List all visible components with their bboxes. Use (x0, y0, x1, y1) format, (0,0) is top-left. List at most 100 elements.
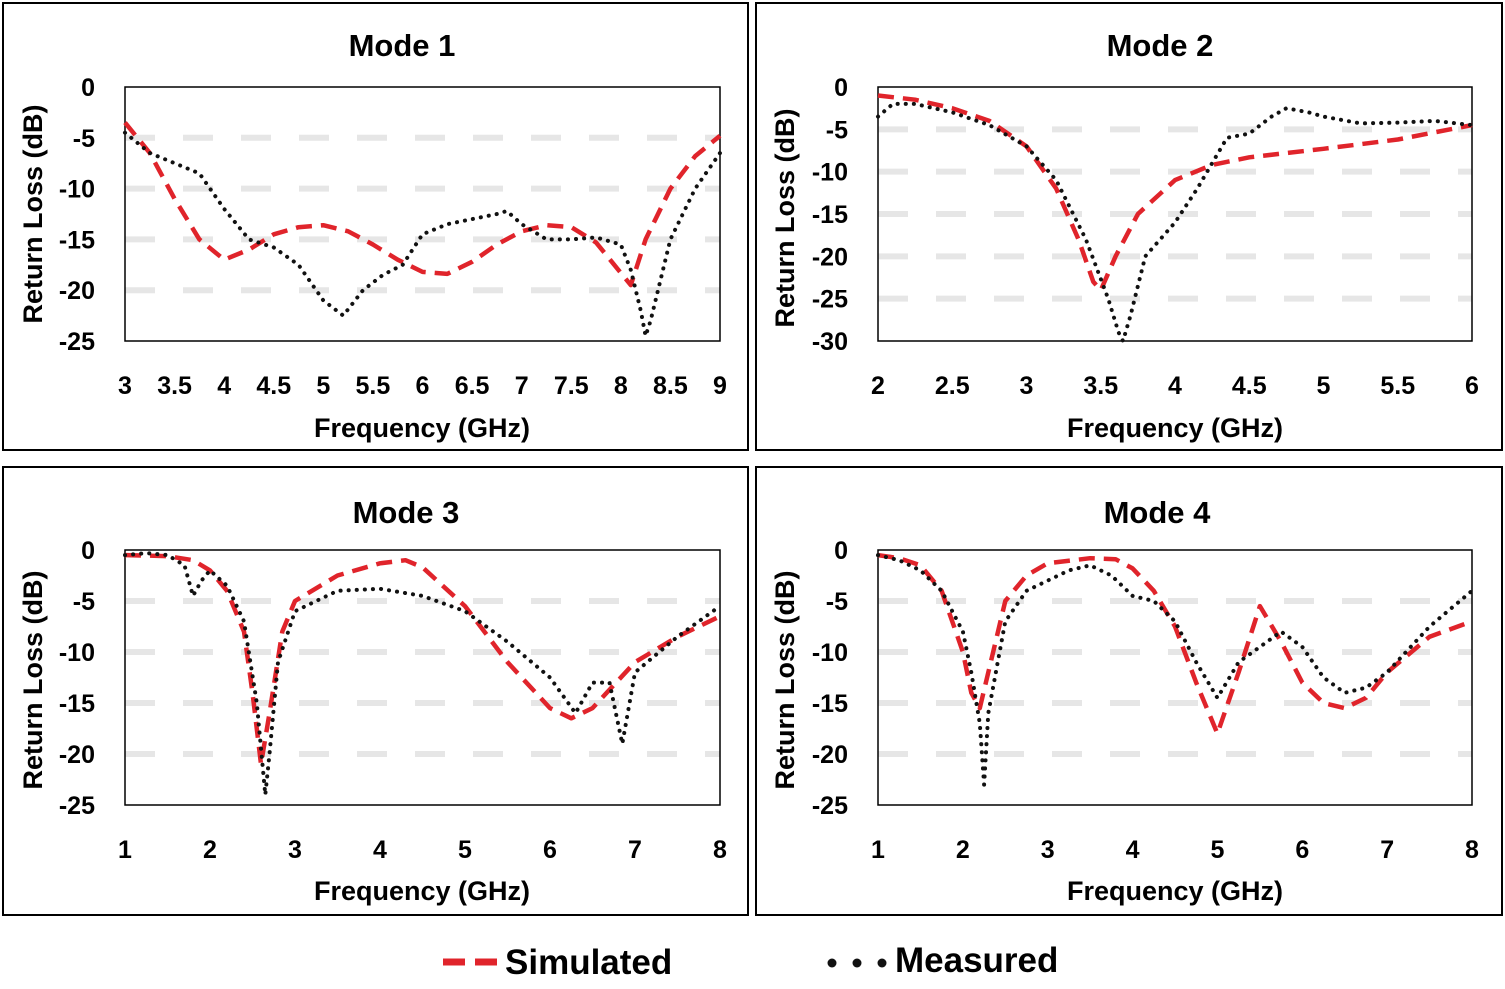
x-tick-label: 7 (515, 372, 529, 400)
x-tick-label: 2 (956, 836, 970, 864)
legend-simulated-label: Simulated (505, 943, 672, 982)
x-tick-label: 4 (373, 836, 387, 864)
y-tick-label: -25 (59, 792, 95, 820)
y-tick-label: -20 (59, 741, 95, 769)
y-tick-label: -5 (73, 588, 95, 616)
x-tick-label: 3.5 (157, 372, 192, 400)
x-tick-label: 4 (217, 372, 231, 400)
y-tick-label: -30 (812, 328, 848, 356)
series-line-simulated (877, 552, 1473, 736)
x-tick-label: 5 (316, 372, 330, 400)
x-axis-label-mode-4: Frequency (GHz) (1067, 876, 1283, 906)
plot-border (124, 549, 721, 806)
x-tick-label: 4 (1168, 372, 1182, 400)
y-tick-label: -20 (812, 741, 848, 769)
x-tick-label: 4 (1126, 836, 1140, 864)
x-tick-label: 5.5 (356, 372, 391, 400)
x-tick-label: 5.5 (1380, 372, 1415, 400)
x-tick-label: 6 (1295, 836, 1309, 864)
y-tick-label: 0 (81, 74, 95, 102)
y-axis-label-mode-3: Return Loss (dB) (18, 571, 48, 790)
chart-title-mode-1: Mode 1 (349, 28, 456, 63)
x-tick-label: 7.5 (554, 372, 589, 400)
series-line-measured (876, 101, 1474, 343)
plot-border (877, 549, 1473, 806)
x-tick-label: 3.5 (1083, 372, 1118, 400)
y-tick-label: -5 (826, 116, 848, 144)
x-tick-label: 9 (713, 372, 727, 400)
y-tick-label: -5 (73, 125, 95, 153)
x-tick-label: 2 (203, 836, 217, 864)
series-line-simulated (877, 93, 1473, 293)
y-tick-label: -15 (812, 201, 848, 229)
chart-title-mode-2: Mode 2 (1107, 28, 1214, 63)
x-tick-label: 8 (713, 836, 727, 864)
chart-title-mode-3: Mode 3 (353, 495, 460, 530)
x-tick-label: 3 (1041, 836, 1055, 864)
y-axis-label-mode-2: Return Loss (dB) (770, 109, 800, 328)
x-axis-label-mode-1: Frequency (GHz) (314, 413, 530, 443)
x-tick-label: 1 (871, 836, 885, 864)
series-line-simulated (123, 121, 722, 288)
x-tick-label: 5 (1210, 836, 1224, 864)
x-tick-label: 3 (1020, 372, 1034, 400)
x-tick-label: 1 (118, 836, 132, 864)
series-line-measured (123, 130, 722, 338)
y-tick-label: -15 (59, 226, 95, 254)
x-tick-label: 5 (458, 836, 472, 864)
x-tick-label: 3 (288, 836, 302, 864)
y-tick-label: -20 (59, 277, 95, 305)
x-tick-label: 5 (1317, 372, 1331, 400)
legend: Simulated Measured (443, 941, 1058, 982)
legend-measured-swatch (827, 958, 887, 968)
x-tick-label: 7 (628, 836, 642, 864)
series-line-measured (123, 551, 722, 797)
y-tick-label: -25 (812, 286, 848, 314)
y-tick-label: -5 (826, 588, 848, 616)
y-tick-label: -10 (59, 176, 95, 204)
y-tick-label: -20 (812, 243, 848, 271)
y-tick-label: -15 (59, 690, 95, 718)
plot-border (124, 86, 721, 342)
y-tick-label: -25 (812, 792, 848, 820)
series-line-simulated (124, 552, 721, 767)
y-tick-label: -10 (59, 639, 95, 667)
y-tick-label: -25 (59, 328, 95, 356)
plot-border (877, 86, 1473, 342)
y-tick-label: -15 (812, 690, 848, 718)
x-tick-label: 2.5 (935, 372, 970, 400)
x-tick-label: 8 (1465, 836, 1479, 864)
x-tick-label: 6.5 (455, 372, 490, 400)
x-tick-label: 4.5 (1232, 372, 1267, 400)
x-tick-label: 6 (1465, 372, 1479, 400)
panel-frame-mode-3 (2, 466, 749, 916)
plot-area-mode-4: 0 -5 -10 -15 -20 -25 1 2 3 4 5 6 7 8 (812, 537, 1479, 864)
y-tick-label: -10 (812, 159, 848, 187)
plot-area-mode-3: 0 -5 -10 -15 -20 -25 1 2 3 4 5 6 7 8 (59, 537, 727, 864)
panel-frame-mode-1 (2, 2, 749, 451)
x-tick-label: 8.5 (653, 372, 688, 400)
x-tick-label: 2 (871, 372, 885, 400)
x-axis-label-mode-2: Frequency (GHz) (1067, 413, 1283, 443)
chart-title-mode-4: Mode 4 (1104, 495, 1212, 530)
x-axis-label-mode-3: Frequency (GHz) (314, 876, 530, 906)
legend-measured-label: Measured (895, 941, 1058, 980)
x-tick-label: 8 (614, 372, 628, 400)
x-tick-label: 4.5 (256, 372, 291, 400)
x-tick-label: 6 (543, 836, 557, 864)
panel-frame-mode-4 (755, 466, 1503, 916)
y-axis-label-mode-1: Return Loss (dB) (18, 105, 48, 324)
plot-area-mode-2: 0 -5 -10 -15 -20 -25 -30 2 2.5 3 3.5 4 4.5 5 5.5 6 (812, 74, 1479, 400)
y-axis-label-mode-4: Return Loss (dB) (770, 571, 800, 790)
x-tick-label: 3 (118, 372, 132, 400)
y-tick-label: 0 (81, 537, 95, 565)
y-tick-label: 0 (834, 74, 848, 102)
panel-frame-mode-2 (755, 2, 1503, 451)
x-tick-label: 7 (1380, 836, 1394, 864)
series-line-measured (876, 553, 1474, 787)
y-tick-label: 0 (834, 537, 848, 565)
x-tick-label: 6 (416, 372, 430, 400)
plot-area-mode-1: 0 -5 -10 -15 -20 -25 3 3.5 4 4.5 5 5.5 6 6.5 7 7.5 8 8.5 9 (59, 74, 727, 400)
y-tick-label: -10 (812, 639, 848, 667)
